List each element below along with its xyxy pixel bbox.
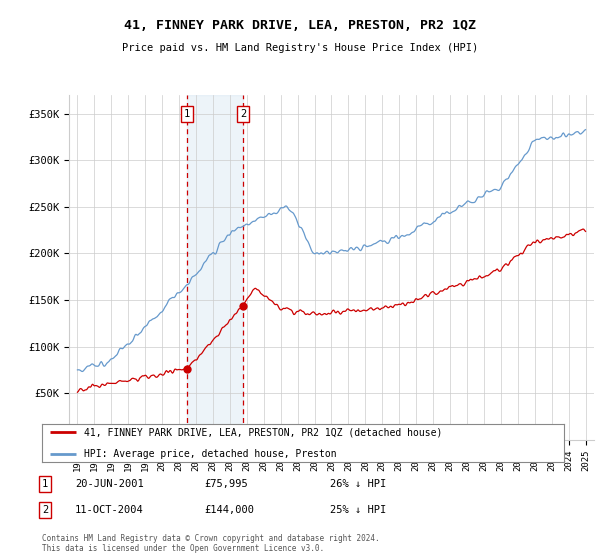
Text: 2: 2: [42, 505, 48, 515]
Text: 1: 1: [42, 479, 48, 489]
Text: 20-JUN-2001: 20-JUN-2001: [75, 479, 144, 489]
Text: £75,995: £75,995: [204, 479, 248, 489]
Text: 25% ↓ HPI: 25% ↓ HPI: [330, 505, 386, 515]
Text: £144,000: £144,000: [204, 505, 254, 515]
Text: 2: 2: [240, 109, 246, 119]
Text: 26% ↓ HPI: 26% ↓ HPI: [330, 479, 386, 489]
Text: Price paid vs. HM Land Registry's House Price Index (HPI): Price paid vs. HM Land Registry's House …: [122, 43, 478, 53]
Bar: [187, 95, 243, 440]
Text: 1: 1: [184, 109, 190, 119]
Text: Contains HM Land Registry data © Crown copyright and database right 2024.
This d: Contains HM Land Registry data © Crown c…: [42, 534, 380, 553]
Text: HPI: Average price, detached house, Preston: HPI: Average price, detached house, Pres…: [84, 449, 337, 459]
Text: 11-OCT-2004: 11-OCT-2004: [75, 505, 144, 515]
Text: 41, FINNEY PARK DRIVE, LEA, PRESTON, PR2 1QZ: 41, FINNEY PARK DRIVE, LEA, PRESTON, PR2…: [124, 18, 476, 32]
Text: 41, FINNEY PARK DRIVE, LEA, PRESTON, PR2 1QZ (detached house): 41, FINNEY PARK DRIVE, LEA, PRESTON, PR2…: [84, 427, 442, 437]
